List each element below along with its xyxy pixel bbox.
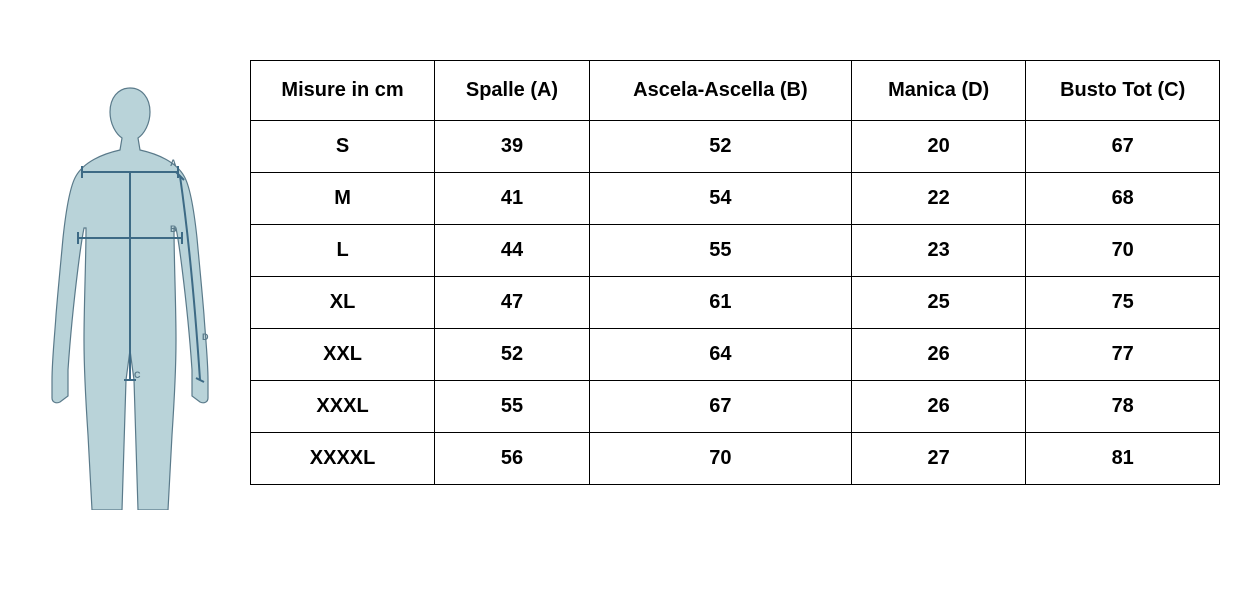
cell-ascella: 55 xyxy=(589,225,851,277)
cell-spalle: 52 xyxy=(435,329,590,381)
cell-spalle: 41 xyxy=(435,173,590,225)
col-header-ascella: Ascela-Ascella (B) xyxy=(589,61,851,121)
col-header-spalle: Spalle (A) xyxy=(435,61,590,121)
cell-ascella: 54 xyxy=(589,173,851,225)
cell-busto: 68 xyxy=(1026,173,1220,225)
cell-busto: 67 xyxy=(1026,121,1220,173)
cell-spalle: 55 xyxy=(435,381,590,433)
cell-manica: 25 xyxy=(851,277,1025,329)
cell-size: S xyxy=(251,121,435,173)
col-header-manica: Manica (D) xyxy=(851,61,1025,121)
cell-ascella: 64 xyxy=(589,329,851,381)
cell-size: XXXXL xyxy=(251,433,435,485)
cell-size: M xyxy=(251,173,435,225)
cell-busto: 77 xyxy=(1026,329,1220,381)
cell-manica: 20 xyxy=(851,121,1025,173)
cell-busto: 75 xyxy=(1026,277,1220,329)
label-c: C xyxy=(134,370,141,380)
cell-ascella: 67 xyxy=(589,381,851,433)
table-row: XXL 52 64 26 77 xyxy=(251,329,1220,381)
label-a: A xyxy=(170,158,177,168)
cell-spalle: 39 xyxy=(435,121,590,173)
cell-busto: 81 xyxy=(1026,433,1220,485)
cell-spalle: 44 xyxy=(435,225,590,277)
size-chart-table: Misure in cm Spalle (A) Ascela-Ascella (… xyxy=(250,60,1220,485)
col-header-misure: Misure in cm xyxy=(251,61,435,121)
table-row: M 41 54 22 68 xyxy=(251,173,1220,225)
cell-manica: 26 xyxy=(851,381,1025,433)
label-d: D xyxy=(202,332,209,342)
cell-spalle: 47 xyxy=(435,277,590,329)
cell-size: XL xyxy=(251,277,435,329)
cell-manica: 26 xyxy=(851,329,1025,381)
col-header-busto: Busto Tot (C) xyxy=(1026,61,1220,121)
label-b: B xyxy=(170,224,177,234)
main-container: A B C D Misure in cm Spalle (A) Ascela-A… xyxy=(0,0,1251,545)
table-row: L 44 55 23 70 xyxy=(251,225,1220,277)
cell-manica: 22 xyxy=(851,173,1025,225)
table-row: S 39 52 20 67 xyxy=(251,121,1220,173)
table-header-row: Misure in cm Spalle (A) Ascela-Ascella (… xyxy=(251,61,1220,121)
cell-ascella: 61 xyxy=(589,277,851,329)
cell-size: XXXL xyxy=(251,381,435,433)
cell-manica: 27 xyxy=(851,433,1025,485)
body-measurement-diagram: A B C D xyxy=(30,80,230,515)
table-row: XXXL 55 67 26 78 xyxy=(251,381,1220,433)
cell-manica: 23 xyxy=(851,225,1025,277)
cell-ascella: 70 xyxy=(589,433,851,485)
cell-spalle: 56 xyxy=(435,433,590,485)
table-row: XXXXL 56 70 27 81 xyxy=(251,433,1220,485)
table-row: XL 47 61 25 75 xyxy=(251,277,1220,329)
cell-ascella: 52 xyxy=(589,121,851,173)
table-body: S 39 52 20 67 M 41 54 22 68 L 44 55 23 7… xyxy=(251,121,1220,485)
cell-size: XXL xyxy=(251,329,435,381)
cell-busto: 70 xyxy=(1026,225,1220,277)
cell-size: L xyxy=(251,225,435,277)
cell-busto: 78 xyxy=(1026,381,1220,433)
body-silhouette-icon: A B C D xyxy=(30,80,230,510)
